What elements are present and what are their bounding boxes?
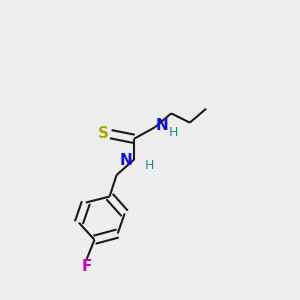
Text: H: H	[169, 126, 178, 139]
Text: N: N	[120, 153, 132, 168]
Text: S: S	[98, 126, 108, 141]
Text: H: H	[145, 159, 154, 172]
Text: F: F	[81, 259, 92, 274]
Text: N: N	[156, 118, 168, 133]
